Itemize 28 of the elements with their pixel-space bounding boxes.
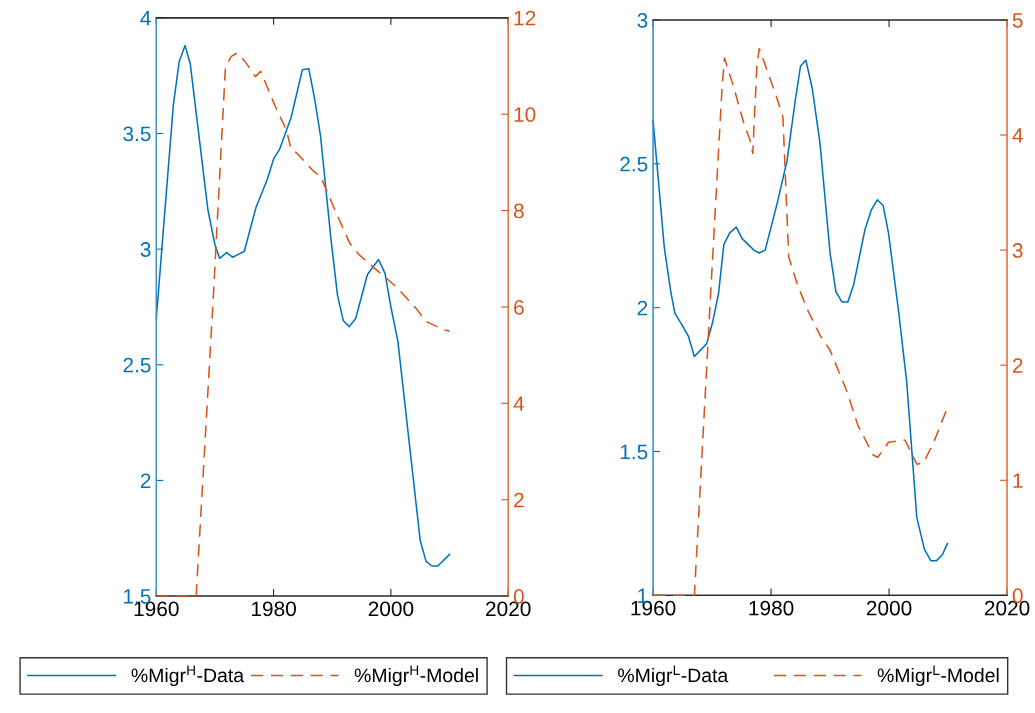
x-tick-label: 1980 <box>252 601 296 617</box>
y2-tick-label: 5 <box>1012 13 1023 28</box>
y2-tick-label: 1 <box>1013 473 1023 488</box>
y-tick-label: 4 <box>140 11 151 26</box>
y2-tick-label: 3 <box>1012 243 1023 258</box>
y2-tick-label: 2 <box>514 492 524 508</box>
y-tick-label: 2 <box>140 473 151 488</box>
y2-tick-label: 4 <box>513 396 525 411</box>
legend-label: %Migr$^{L}$-Model <box>877 665 999 687</box>
y2-tick-label: 10 <box>514 107 536 122</box>
y-tick-label: 2 <box>637 300 648 316</box>
y2-tick-label: 12 <box>514 10 536 26</box>
legend-label: %Migr$^{H}$-Model <box>354 665 478 687</box>
y2-tick-label: 8 <box>513 203 524 219</box>
x-tick-label: 2000 <box>866 600 912 616</box>
y2-tick-label: 4 <box>1012 128 1023 143</box>
y-tick-label: 2.5 <box>123 357 151 373</box>
y-tick-label: 3 <box>140 242 151 257</box>
y2-tick-label: 2 <box>1012 358 1023 373</box>
x-tick-label: 1980 <box>749 600 794 616</box>
y-tick-label: 3.5 <box>123 126 151 142</box>
y-tick-label: 3 <box>637 12 648 28</box>
legend-label: %Migr$^{H}$-Data <box>131 665 245 687</box>
legend-label: %Migr$^{L}$-Data <box>618 665 729 687</box>
y-tick-label: 2.5 <box>620 156 648 172</box>
y-tick-label: 1.5 <box>620 444 648 460</box>
x-tick-label: 2000 <box>368 601 414 617</box>
y2-tick-label: 6 <box>514 299 524 315</box>
